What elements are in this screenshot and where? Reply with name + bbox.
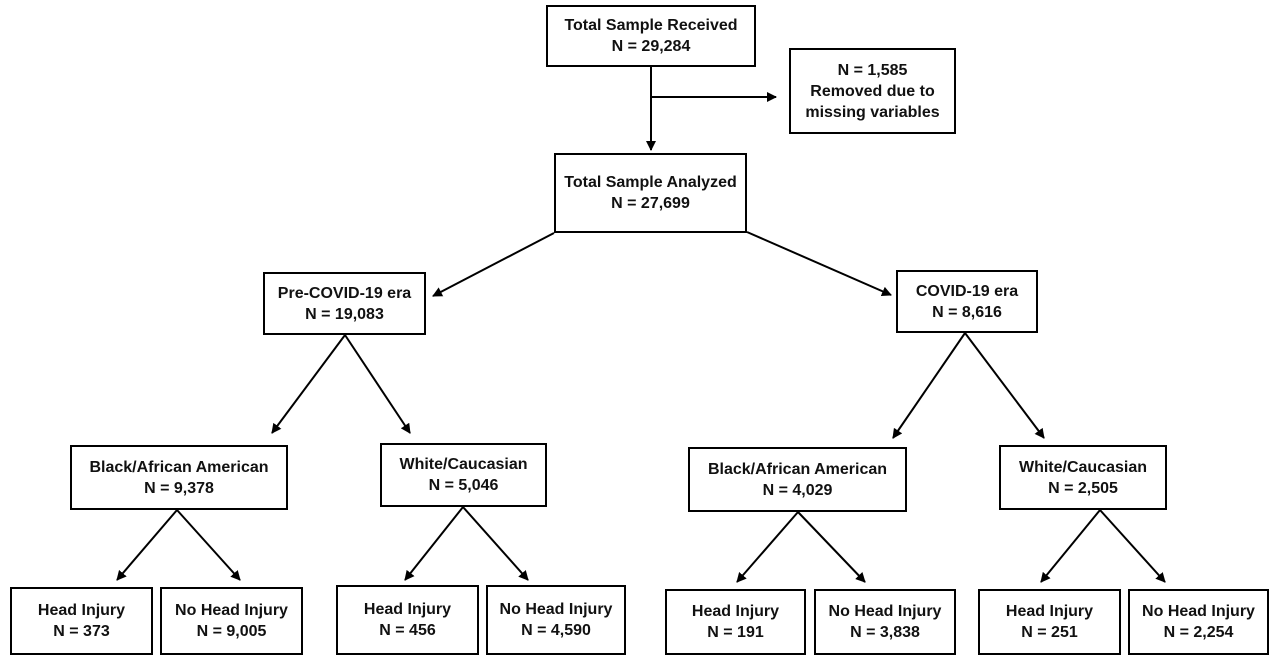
covid-black-head-injury-box: Head Injury N = 191 <box>665 589 806 655</box>
node-count: N = 3,838 <box>850 624 920 641</box>
node-count: N = 1,585 <box>837 61 908 79</box>
node-count: N = 5,046 <box>428 477 499 494</box>
node-label: No Head Injury <box>1142 603 1255 620</box>
node-label-line1: Removed due to <box>810 82 935 100</box>
covid-white-head-injury-box: Head Injury N = 251 <box>978 589 1121 655</box>
node-label: Head Injury <box>363 601 452 618</box>
arrow-analyzed-to-covid <box>746 231 892 296</box>
covid-black-no-head-injury-box: No Head Injury N = 3,838 <box>814 589 956 655</box>
arrow-pre-covid-to-white <box>344 334 411 434</box>
pre-black-no-head-injury-box: No Head Injury N = 9,005 <box>160 587 303 655</box>
pre-white-no-head-injury-box: No Head Injury N = 4,590 <box>486 585 626 655</box>
node-count: N = 29,284 <box>611 38 691 55</box>
total-sample-analyzed-box: Total Sample Analyzed N = 27,699 <box>554 153 747 233</box>
total-sample-received-box: Total Sample Received N = 29,284 <box>546 5 756 67</box>
node-count: N = 19,083 <box>305 305 384 323</box>
node-count: N = 9,005 <box>196 623 267 640</box>
node-count: N = 27,699 <box>611 195 690 212</box>
node-count: N = 4,029 <box>762 481 833 499</box>
arrow-covid-black-to-nohead <box>797 511 866 583</box>
node-label: Total Sample Analyzed <box>564 174 737 191</box>
covid-era-box: COVID-19 era N = 8,616 <box>896 270 1038 333</box>
node-label: Head Injury <box>691 603 780 620</box>
arrow-analyzed-to-pre-covid <box>432 232 555 297</box>
node-count: N = 251 <box>1021 624 1078 641</box>
removed-box: N = 1,585 Removed due to missing variabl… <box>789 48 956 134</box>
node-count: N = 191 <box>707 624 764 641</box>
arrow-covid-white-to-head <box>1040 509 1101 583</box>
node-label: No Head Injury <box>828 603 942 620</box>
arrow-covid-black-to-head <box>736 511 799 583</box>
arrow-covid-to-black <box>892 332 966 439</box>
node-label: Head Injury <box>1005 603 1094 620</box>
pre-black-head-injury-box: Head Injury N = 373 <box>10 587 153 655</box>
covid-white-box: White/Caucasian N = 2,505 <box>999 445 1167 510</box>
pre-covid-white-box: White/Caucasian N = 5,046 <box>380 443 547 507</box>
node-count: N = 373 <box>53 623 110 640</box>
node-label-line2: missing variables <box>805 103 940 121</box>
node-count: N = 9,378 <box>144 479 214 497</box>
node-label: White/Caucasian <box>1018 458 1148 476</box>
arrow-pre-covid-to-black <box>271 334 346 434</box>
node-label: Black/African American <box>707 460 888 478</box>
node-label: Total Sample Received <box>564 17 738 34</box>
arrow-pre-white-to-head <box>404 506 464 581</box>
arrow-covid-to-white <box>964 332 1045 439</box>
node-count: N = 2,254 <box>1163 624 1234 641</box>
node-count: N = 2,505 <box>1048 479 1118 497</box>
pre-covid-era-box: Pre-COVID-19 era N = 19,083 <box>263 272 426 335</box>
node-label: White/Caucasian <box>399 456 528 473</box>
node-label: Black/African American <box>89 458 269 476</box>
covid-white-no-head-injury-box: No Head Injury N = 2,254 <box>1128 589 1269 655</box>
node-label: Head Injury <box>37 602 126 619</box>
arrow-pre-black-to-nohead <box>176 509 241 581</box>
node-label: No Head Injury <box>175 602 288 619</box>
arrow-covid-white-to-nohead <box>1099 509 1166 583</box>
node-count: N = 8,616 <box>932 303 1002 321</box>
arrow-pre-white-to-nohead <box>462 506 529 581</box>
node-count: N = 456 <box>379 622 436 639</box>
covid-black-box: Black/African American N = 4,029 <box>688 447 907 512</box>
node-label: Pre-COVID-19 era <box>277 284 412 302</box>
arrow-pre-black-to-head <box>116 509 178 581</box>
node-label: COVID-19 era <box>915 282 1019 300</box>
pre-white-head-injury-box: Head Injury N = 456 <box>336 585 479 655</box>
node-label: No Head Injury <box>499 601 613 618</box>
node-count: N = 4,590 <box>521 622 591 639</box>
pre-covid-black-box: Black/African American N = 9,378 <box>70 445 288 510</box>
